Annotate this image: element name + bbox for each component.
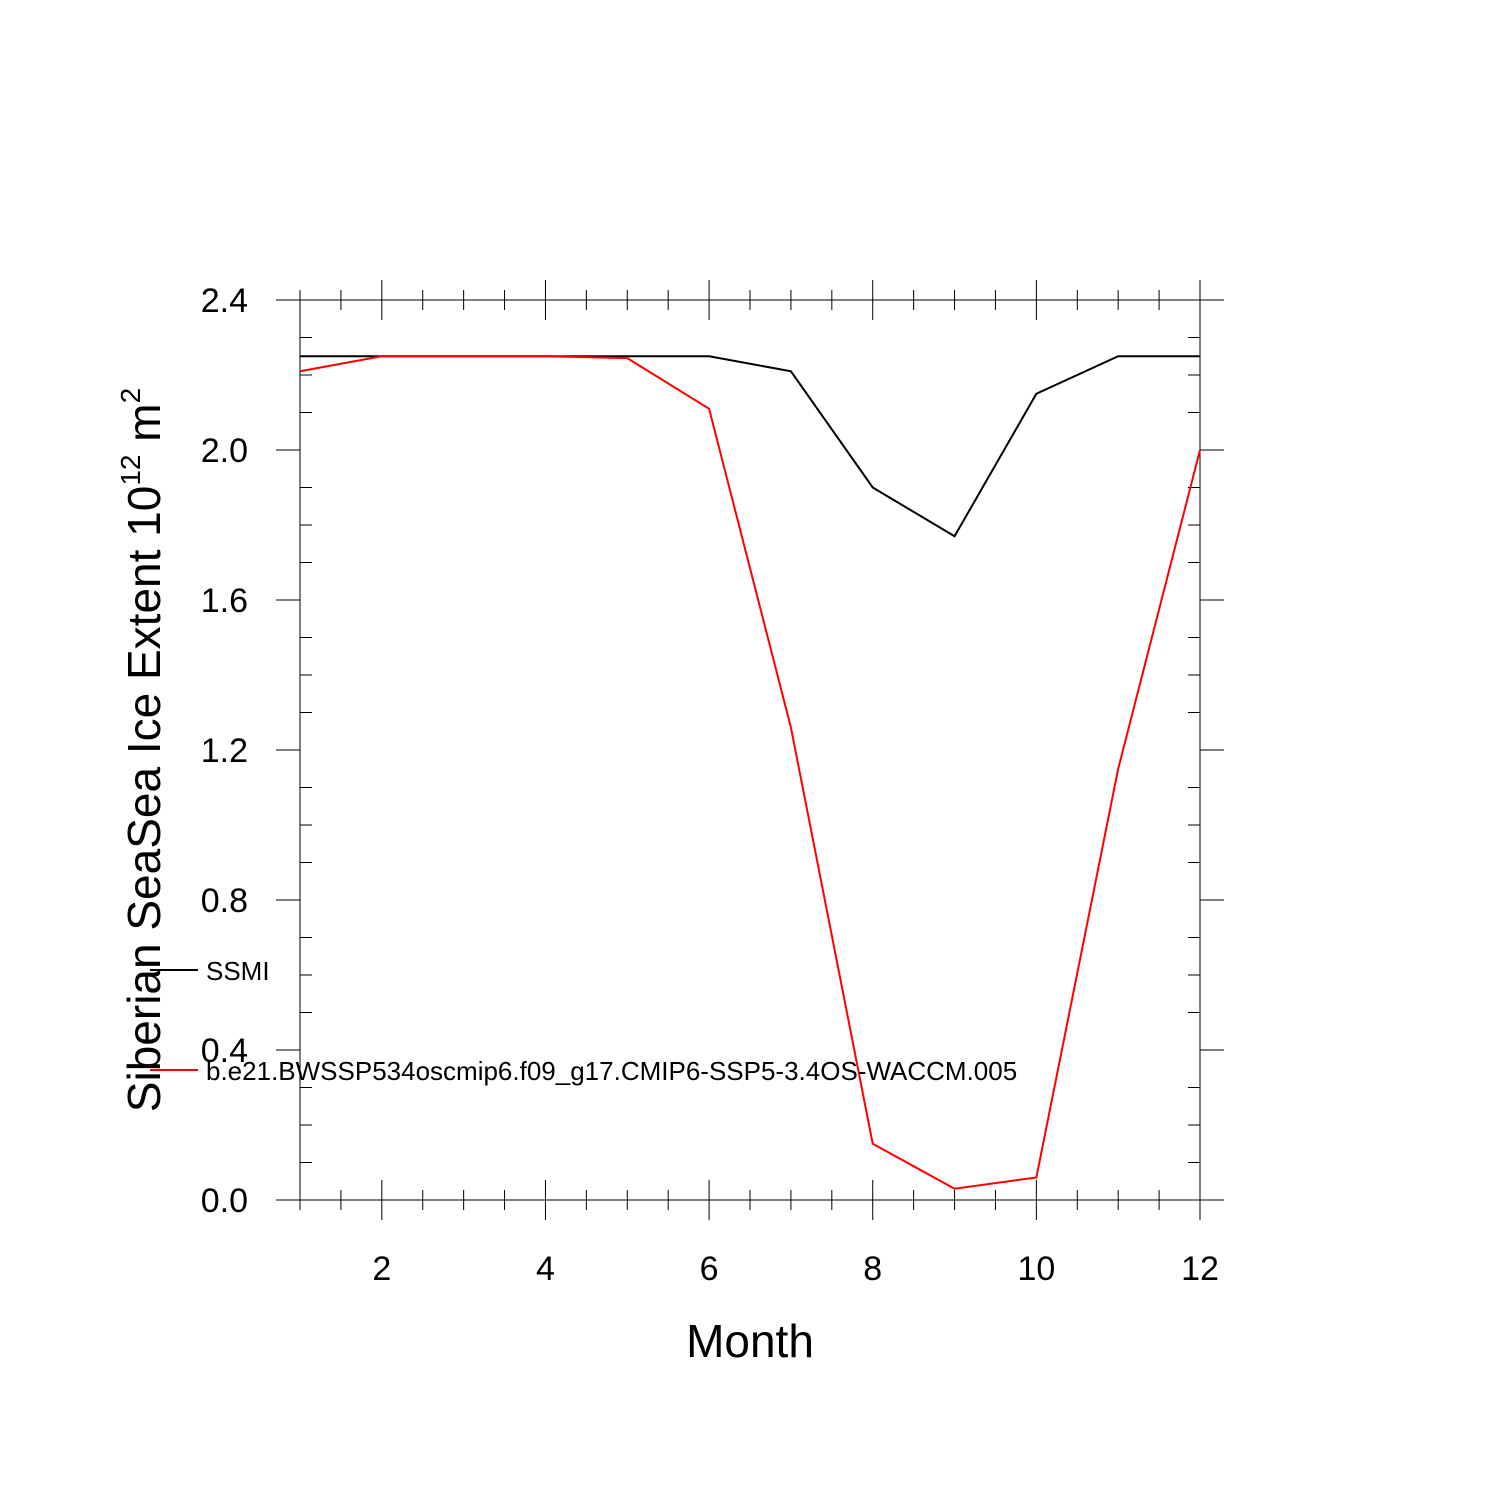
x-tick-label: 10 bbox=[1017, 1250, 1055, 1288]
y-tick-label: 0.8 bbox=[201, 882, 248, 920]
y-tick-label: 1.2 bbox=[201, 732, 248, 770]
series-line-model bbox=[299, 355, 1201, 1190]
series-line-ssmi bbox=[300, 355, 1200, 538]
y-axis-title-main: Siberian SeaSea Ice Extent 10 bbox=[118, 486, 170, 1113]
tick-labels: 2 4 6 8 10 12 0.0 0.4 0.8 1.2 1.6 2.0 2.4 bbox=[201, 282, 1219, 1288]
legend-label-model: b.e21.BWSSP534oscmip6.f09_g17.CMIP6-SSP5… bbox=[206, 1056, 1017, 1086]
x-tick-label: 2 bbox=[372, 1250, 391, 1288]
x-tick-label: 12 bbox=[1181, 1250, 1219, 1288]
series-layer bbox=[299, 355, 1201, 1190]
x-tick-label: 4 bbox=[536, 1250, 555, 1288]
x-axis-title: Month bbox=[686, 1315, 814, 1367]
legend: SSMI b.e21.BWSSP534oscmip6.f09_g17.CMIP6… bbox=[150, 956, 1017, 1086]
y-tick-label: 2.4 bbox=[201, 282, 248, 320]
y-tick-label: 0.4 bbox=[201, 1032, 248, 1070]
x-tick-label: 8 bbox=[863, 1250, 882, 1288]
x-tick-label: 6 bbox=[700, 1250, 719, 1288]
y-axis-title-exponent: 12 bbox=[115, 455, 146, 486]
legend-item-ssmi: SSMI bbox=[150, 956, 270, 986]
y-tick-label: 2.0 bbox=[201, 432, 248, 470]
y-axis-title: Siberian SeaSea Ice Extent 1012 m2 bbox=[115, 388, 170, 1112]
legend-item-model: b.e21.BWSSP534oscmip6.f09_g17.CMIP6-SSP5… bbox=[150, 1056, 1017, 1086]
plot-frame bbox=[299, 299, 1201, 1201]
y-axis-title-unit: m bbox=[118, 403, 170, 454]
y-axis-title-unit-exponent: 2 bbox=[115, 388, 146, 404]
y-tick-label: 1.6 bbox=[201, 582, 248, 620]
legend-label-ssmi: SSMI bbox=[206, 956, 270, 986]
y-tick-label: 0.0 bbox=[201, 1182, 248, 1220]
